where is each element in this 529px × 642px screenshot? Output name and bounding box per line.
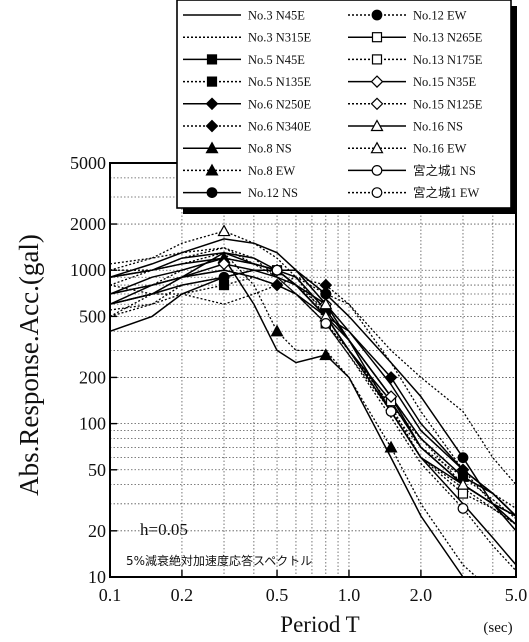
series-marker-18 [457,503,469,514]
legend: No.3 N45E No.3 N315E No.5 N45E No.5 N135E No… [176,0,517,214]
series-marker-5 [384,371,398,384]
x-tick-label: 5.0 [505,585,528,605]
y-tick-label: 200 [79,367,106,387]
series-marker-12 [457,488,469,499]
series-line-17 [110,251,516,566]
series-marker-10 [320,288,332,300]
plot-frame [109,162,517,578]
series-marker-8 [270,324,284,337]
legend-marker [371,9,383,21]
legend-label: No.12 NS [248,186,298,200]
series-line-14 [110,257,516,520]
series-marker-6 [456,463,470,477]
legend-marker [205,141,219,154]
x-tick-label: 0.5 [266,585,289,605]
series-marker-5 [270,278,284,292]
series-marker-17 [271,264,283,276]
legend-label: No.8 NS [248,142,292,156]
legend-label: No.3 N315E [248,31,312,45]
legend-label: No.16 EW [413,142,467,156]
series-marker-8 [384,440,398,453]
series-lines [110,230,516,577]
series-marker-17 [385,406,397,417]
series-line-6 [110,276,516,525]
series-marker-9 [457,452,469,464]
legend-marker [371,164,383,176]
series-line-10 [110,269,516,486]
axis-ticks: 0.1 0.2 0.5 1.0 2.0 5.0 10 20 50 100 200 500 1000 200… [70,153,527,605]
legend-marker [370,97,384,111]
y-tick-label: 1000 [70,260,106,280]
series-marker-15 [456,477,470,490]
legend-label: No.15 N35E [413,75,477,89]
y-tick-label: 2000 [70,214,106,234]
legend-marker [370,141,384,154]
legend-label: No.5 N135E [248,75,312,89]
series-line-12 [110,247,516,526]
legend-label: No.6 N340E [248,120,312,134]
y-tick-label: 500 [79,306,106,326]
series-marker-16 [217,224,231,237]
series-line-15 [110,238,516,517]
spectrum-annotation: 5%減衰絶対加速度応答スペクトル [126,553,312,568]
x-tick-label: 2.0 [410,585,433,605]
series-line-16 [110,230,516,526]
series-line-8 [110,251,478,577]
legend-label: No.6 N250E [248,97,312,111]
legend-marker [206,76,218,87]
legend-label: No.3 N45E [248,9,305,23]
legend-marker [371,54,383,65]
legend-label: No.13 N175E [413,53,483,67]
damping-annotation: h=0.05 [140,520,188,539]
series-marker-18 [320,318,332,329]
y-tick-label: 20 [88,521,106,541]
legend-label: No.13 N265E [413,31,483,45]
y-axis-title: Abs.Response.Acc.(gal) [14,234,44,496]
legend-marker [371,187,383,199]
legend-marker [206,187,218,199]
y-tick-label: 5000 [70,153,106,173]
y-tick-label: 50 [88,460,106,480]
legend-marker [205,119,219,133]
grid-lines [110,163,516,577]
x-axis-unit: (sec) [483,620,512,636]
legend-label: No.12 EW [413,9,467,23]
series-marker-7 [319,348,333,361]
series-line-7 [110,257,464,577]
series-line-4 [110,276,516,525]
series-marker-15 [319,297,333,310]
x-tick-label: 0.2 [171,585,194,605]
legend-label: No.8 EW [248,164,295,178]
legend-label: No.16 NS [413,120,463,134]
x-axis-title: Period T [280,612,359,637]
legend-label: 宮之城1 EW [413,185,480,200]
legend-label: 宮之城1 NS [413,163,476,178]
series-marker-14 [384,390,398,403]
x-tick-label: 0.1 [99,585,122,605]
legend-marker [371,32,383,43]
series-markers [217,224,470,514]
series-line-13 [110,263,516,517]
x-tick-label: 1.0 [338,585,361,605]
legend-label: No.15 N125E [413,97,483,111]
legend-marker [206,54,218,65]
legend-marker [205,97,219,111]
series-marker-10 [218,271,230,283]
legend-label: No.5 N45E [248,53,305,67]
series-line-9 [110,269,516,532]
legend-marker [370,75,384,88]
legend-marker [370,119,384,132]
legend-marker [205,163,219,176]
y-tick-label: 10 [88,567,106,587]
y-tick-label: 100 [79,414,106,434]
series-line-5 [110,269,516,517]
series-marker-13 [217,257,231,271]
